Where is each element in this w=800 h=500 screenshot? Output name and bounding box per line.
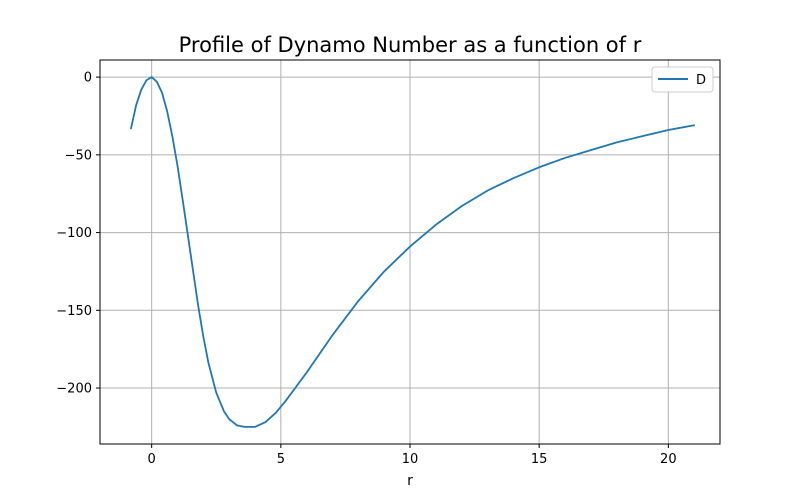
y-axis: 0 −50 −100 −150 −200 xyxy=(56,71,100,397)
x-axis: 0 5 10 15 20 xyxy=(148,444,677,467)
chart-title: Profile of Dynamo Number as a function o… xyxy=(179,33,642,57)
x-tick-label: 15 xyxy=(531,452,548,467)
grid-lines xyxy=(100,60,720,444)
legend-label: D xyxy=(696,73,706,88)
x-tick-label: 5 xyxy=(277,452,285,467)
y-tick-label: −150 xyxy=(56,304,92,319)
series-line-D xyxy=(130,76,696,428)
x-tick-label: 0 xyxy=(148,452,156,467)
x-tick-label: 10 xyxy=(402,452,419,467)
x-axis-label: r xyxy=(407,473,413,489)
plot-area xyxy=(130,76,696,428)
y-tick-label: −200 xyxy=(56,382,92,397)
y-tick-label: −100 xyxy=(56,226,92,241)
x-tick-label: 20 xyxy=(660,452,677,467)
y-tick-label: −50 xyxy=(65,148,92,163)
y-tick-label: 0 xyxy=(84,71,92,86)
legend: D xyxy=(651,66,714,93)
